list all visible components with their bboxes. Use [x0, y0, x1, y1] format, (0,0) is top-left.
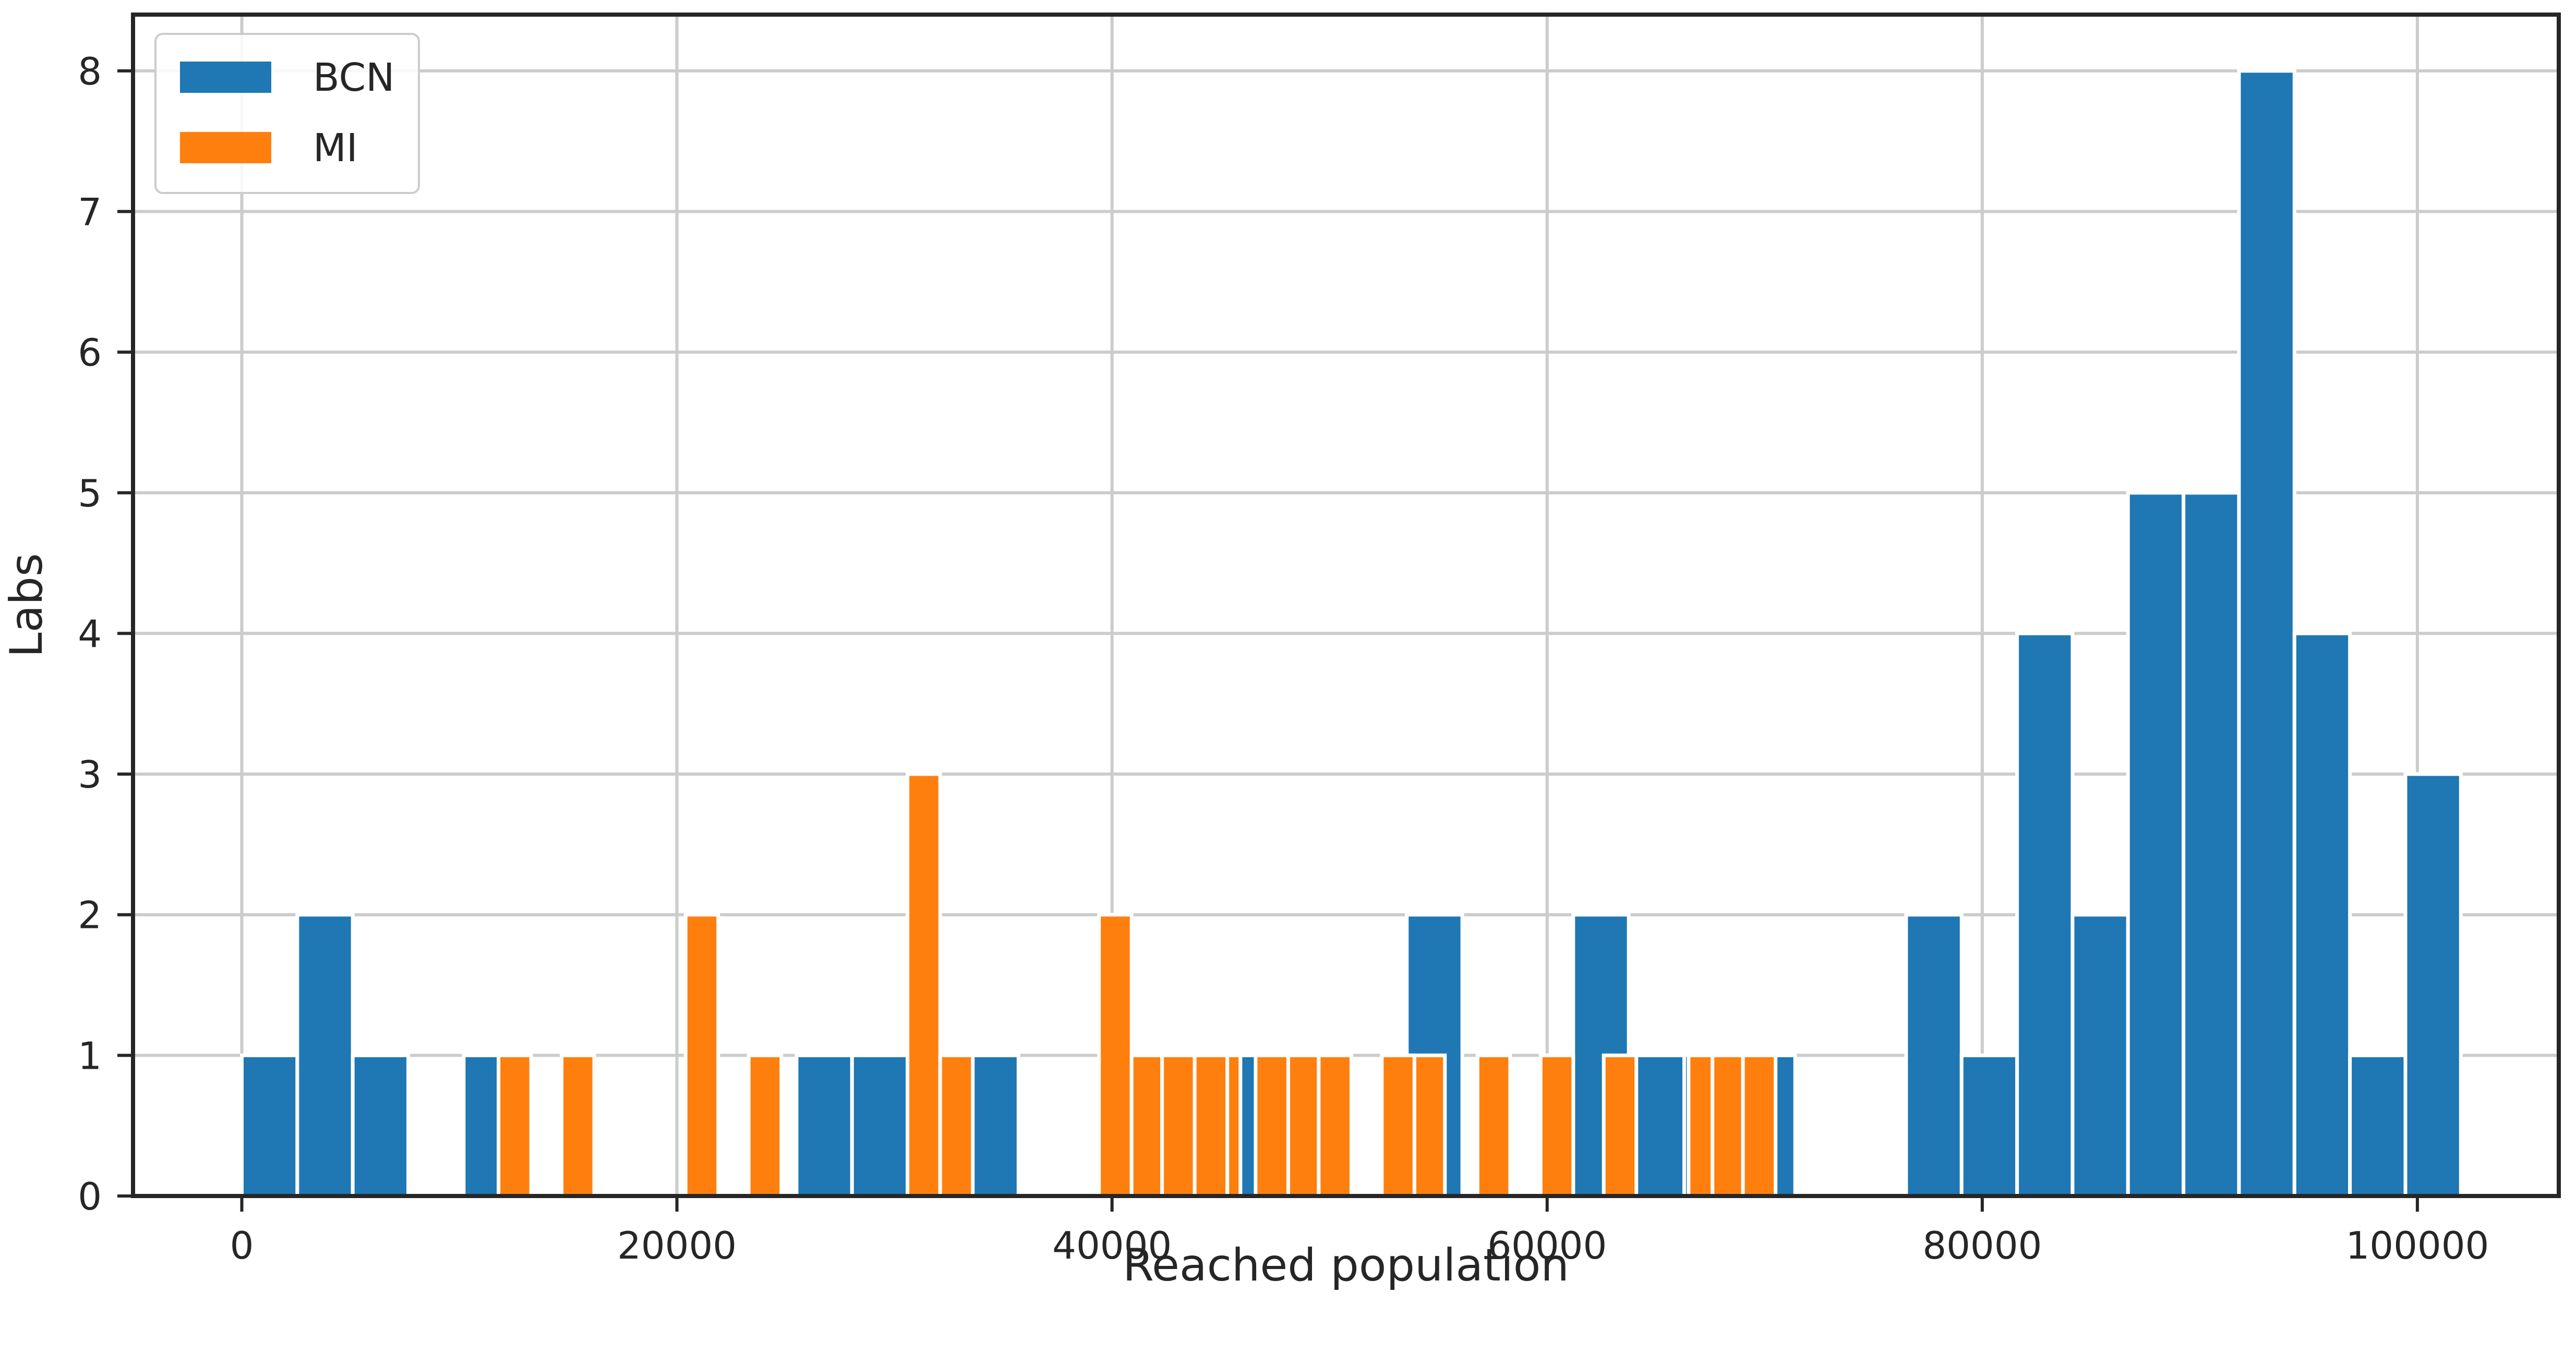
legend-label-mi: MI	[313, 126, 358, 171]
y-tick-label-6: 6	[78, 331, 102, 375]
mi-bar-19	[1687, 1053, 1715, 1198]
mi-bar-11	[1254, 1053, 1290, 1198]
y-axis-ticks: 0 1 2 3 4 5 6 7 8	[78, 50, 133, 1218]
bcn-bar-18	[2182, 491, 2241, 1198]
y-tick-label-7: 7	[78, 190, 102, 234]
bcn-bar-0	[240, 1053, 299, 1198]
x-axis-label: Reached population	[1123, 1239, 1569, 1291]
bcn-bar-19	[2237, 69, 2296, 1198]
bcn-bar-14	[1959, 1053, 2019, 1198]
y-axis-label: Labs	[1, 553, 53, 657]
mi-bar-9	[1193, 1053, 1230, 1198]
bcn-bar-17	[2126, 491, 2186, 1198]
mi-bar-10	[1225, 1053, 1243, 1198]
x-tick-label-2: 40000	[1052, 1224, 1172, 1267]
bcn-bar-5	[850, 1053, 910, 1198]
x-tick-label-1: 20000	[617, 1224, 737, 1267]
y-tick-label-0: 0	[78, 1175, 102, 1218]
x-tick-label-4: 80000	[1922, 1224, 2042, 1267]
mi-bars	[497, 772, 1778, 1198]
bcn-bar-1	[295, 913, 355, 1198]
y-tick-label-8: 8	[78, 50, 102, 93]
mi-bar-16	[1475, 1053, 1512, 1198]
mi-bar-17	[1538, 1053, 1575, 1198]
legend-label-bcn: BCN	[313, 55, 395, 100]
bcn-bar-2	[351, 1053, 411, 1198]
mi-bar-21	[1741, 1053, 1778, 1198]
mi-bar-2	[683, 913, 720, 1198]
mi-bar-4	[906, 772, 942, 1198]
y-tick-label-3: 3	[78, 753, 102, 796]
mi-bar-12	[1286, 1053, 1321, 1198]
mi-bar-3	[747, 1053, 784, 1198]
mi-bar-0	[497, 1053, 533, 1198]
y-tick-label-2: 2	[78, 893, 102, 937]
mi-bar-1	[560, 1053, 596, 1198]
y-tick-label-4: 4	[78, 612, 102, 656]
mi-bar-6	[1097, 913, 1134, 1198]
mi-bar-7	[1129, 1053, 1164, 1198]
legend-swatch-bcn	[180, 62, 271, 93]
mi-bar-13	[1317, 1053, 1353, 1198]
bcn-bar-21	[2348, 1053, 2408, 1198]
bcn-bar-22	[2403, 772, 2463, 1198]
mi-bar-15	[1412, 1053, 1447, 1198]
x-tick-label-3: 60000	[1487, 1224, 1607, 1267]
legend: BCN MI	[154, 33, 420, 194]
x-axis-ticks: 0 20000 40000 60000 80000 100000	[230, 1196, 2489, 1267]
bcn-bar-15	[2015, 631, 2075, 1198]
bcn-bar-4	[795, 1053, 854, 1198]
mi-bar-20	[1711, 1053, 1745, 1198]
bcn-bar-20	[2292, 631, 2352, 1198]
bcn-bars	[240, 69, 2463, 1198]
mi-bar-18	[1602, 1053, 1639, 1198]
legend-swatch-mi	[180, 132, 271, 163]
mi-bar-5	[938, 1053, 975, 1198]
bcn-bar-13	[1904, 913, 1964, 1198]
y-tick-label-5: 5	[78, 472, 102, 515]
x-tick-label-5: 100000	[2345, 1224, 2489, 1267]
bcn-bar-16	[2071, 913, 2130, 1198]
x-tick-label-0: 0	[230, 1224, 254, 1267]
plot-frame	[131, 13, 2561, 1198]
mi-bar-8	[1160, 1053, 1197, 1198]
mi-bar-14	[1380, 1053, 1416, 1198]
y-tick-label-1: 1	[78, 1034, 102, 1078]
